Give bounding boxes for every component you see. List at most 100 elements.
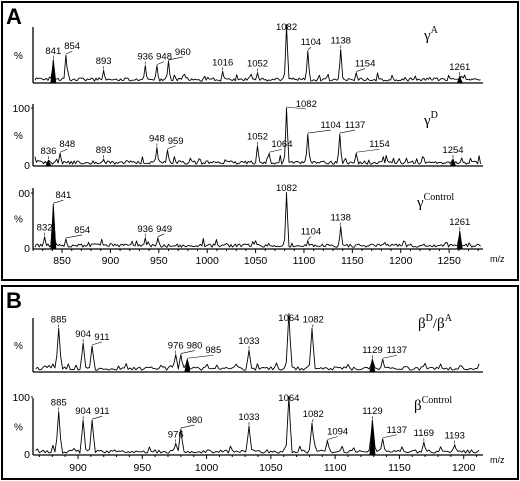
peak-leader	[168, 56, 183, 61]
y-axis-label: %	[14, 423, 23, 434]
y-tick-label: 0	[24, 243, 30, 255]
x-tick-label: 1100	[324, 462, 347, 474]
peak-label: 841	[55, 190, 71, 201]
x-tick-label: 850	[53, 255, 71, 267]
peak-label: 1082	[276, 183, 297, 194]
y-tick-label: 100	[12, 392, 30, 404]
peak-leader	[327, 436, 338, 440]
peak-label: 949	[156, 224, 172, 235]
peak-label: 1129	[362, 345, 382, 356]
peak-label: 980	[187, 341, 203, 352]
y-axis-label: %	[14, 51, 23, 62]
peak-label: 1052	[247, 59, 268, 70]
panel-a: A 850 900 950 1000 1050 1100 1150 1200 1250 m/z	[1, 1, 519, 281]
highlighted-peak	[45, 160, 52, 166]
peak-label: 1169	[414, 428, 434, 439]
peak-leader	[65, 50, 73, 55]
sample-name: βControl	[414, 395, 452, 414]
highlighted-peak	[184, 359, 191, 372]
peak-label: 1104	[320, 120, 340, 131]
peak-leader	[269, 148, 282, 153]
peak-label: 911	[94, 406, 109, 417]
highlighted-peak	[456, 76, 463, 83]
peak-label: 1082	[303, 315, 324, 326]
peak-label: 1104	[301, 37, 321, 48]
peak-leader	[180, 424, 195, 429]
peak-leader	[92, 341, 103, 346]
panel-a-frame	[1, 1, 519, 281]
spectrum-trace	[35, 313, 480, 371]
peak-label: 948	[156, 52, 172, 63]
peak-label: 904	[75, 406, 91, 417]
peak-label: 936	[137, 52, 153, 63]
peak-label: 1094	[327, 427, 348, 438]
peak-label: 904	[75, 329, 91, 340]
panel-a-x-unit: m/z	[490, 254, 505, 264]
spectrum-trace	[34, 107, 482, 165]
peak-leader	[382, 354, 397, 359]
peak-leader	[356, 68, 366, 72]
peak-label: 1137	[345, 120, 365, 131]
peak-label: 1082	[296, 99, 317, 110]
peak-label: 1193	[444, 431, 464, 442]
peak-label: 980	[187, 415, 203, 426]
peak-leader	[382, 434, 397, 439]
peak-label: 1138	[331, 213, 351, 224]
y-tick-label: 00	[18, 188, 30, 200]
peak-leader	[339, 129, 356, 134]
y-tick-label: 0	[24, 449, 30, 461]
peak-label: 959	[168, 136, 184, 147]
peak-label: 976	[168, 341, 184, 352]
peak-label: 1261	[449, 217, 470, 228]
peak-label: 1016	[212, 57, 233, 68]
x-tick-label: 1050	[244, 255, 268, 267]
peak-label: 841	[45, 46, 61, 57]
peak-label: 948	[149, 133, 165, 144]
peak-leader	[92, 415, 103, 420]
peak-label: 854	[74, 225, 90, 236]
spectrum-4: % 885 904 911 976 980 985 1033 1064 1082 1129 1137 β…	[14, 313, 483, 373]
highlighted-peak	[369, 420, 376, 455]
y-axis-label: %	[14, 215, 23, 226]
x-tick-label: 1250	[437, 255, 461, 267]
peak-label: 1137	[387, 345, 407, 356]
x-tick-label: 1000	[196, 255, 220, 267]
peak-label: 960	[175, 47, 191, 58]
highlighted-peak	[50, 204, 57, 249]
peak-leader	[307, 236, 312, 240]
panel-b-frame	[1, 285, 519, 480]
panel-b-x-axis: 900 950 1000 1050 1100 1150 1200	[38, 455, 478, 474]
peak-label: 1064	[271, 139, 292, 150]
peak-label: 848	[59, 139, 75, 150]
y-axis-label: %	[14, 131, 23, 142]
x-tick-label: 1100	[293, 255, 316, 267]
peak-label: 911	[94, 332, 109, 343]
x-tick-label: 1200	[452, 462, 476, 474]
peak-label: 976	[168, 429, 184, 440]
sample-name: γD	[423, 110, 438, 129]
peak-label: 936	[137, 224, 153, 235]
peak-leader	[307, 46, 312, 51]
x-tick-label: 950	[134, 462, 152, 474]
highlighted-peak	[456, 231, 463, 249]
x-tick-label: 1050	[259, 462, 283, 474]
panel-b-letter: B	[6, 288, 22, 313]
panel-b: B 900 950 1000 1050 1100 1150 1200 m/z	[1, 285, 519, 480]
peak-leader	[167, 145, 176, 150]
peak-leader	[356, 148, 380, 153]
peak-label: 1154	[369, 139, 389, 150]
peak-leader	[311, 418, 314, 423]
peak-leader	[307, 129, 331, 134]
peak-label: 1129	[362, 406, 382, 417]
peak-label: 1138	[331, 35, 351, 46]
y-tick-label: 0	[24, 160, 30, 172]
panel-a-letter: A	[6, 4, 22, 29]
panel-a-x-axis: 850 900 950 1000 1050 1100 1150 1200 1250	[32, 249, 479, 267]
panel-b-x-unit: m/z	[490, 455, 505, 465]
y-tick-label: 100	[12, 103, 30, 115]
peak-label: 893	[96, 56, 112, 67]
peak-label: 836	[41, 146, 57, 157]
peak-label: 1033	[238, 412, 259, 423]
